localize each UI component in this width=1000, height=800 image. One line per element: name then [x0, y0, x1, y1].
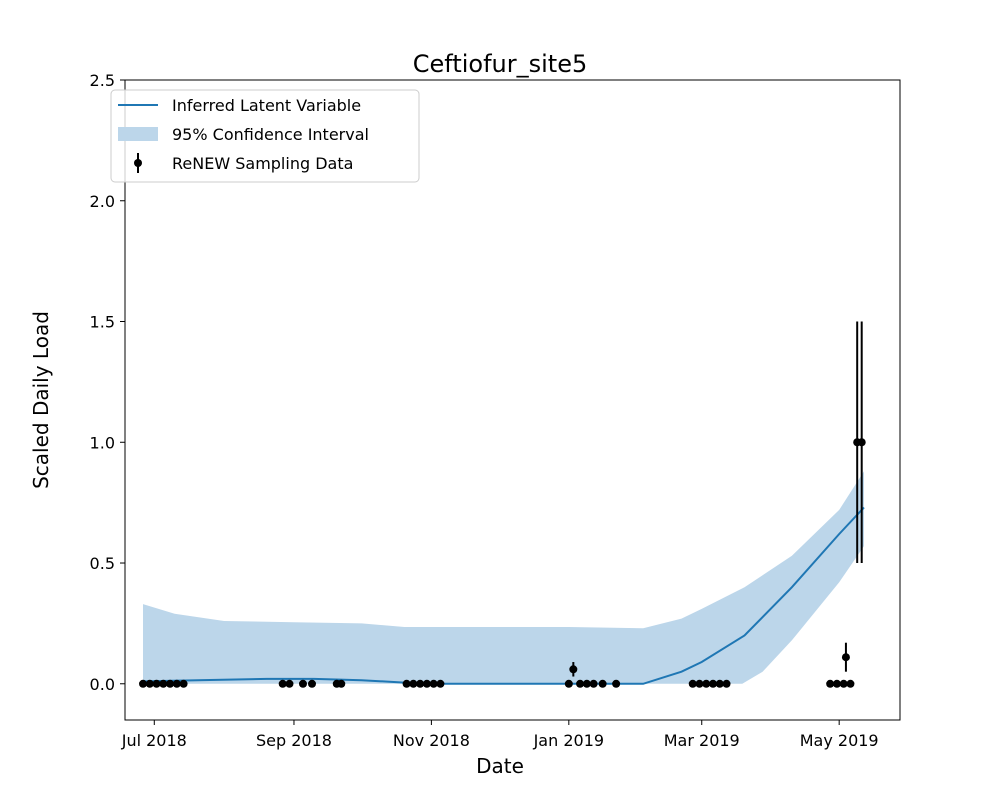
- x-tick-label: Nov 2018: [393, 731, 470, 750]
- sample-point: [832, 679, 841, 688]
- plot-area: [139, 321, 866, 688]
- sample-point: [337, 679, 346, 688]
- sample-point: [839, 679, 848, 688]
- y-tick-label: 0.0: [90, 675, 115, 694]
- sample-point: [702, 679, 711, 688]
- y-tick-label: 1.0: [90, 433, 115, 452]
- sample-point: [576, 679, 585, 688]
- sample-point: [582, 679, 591, 688]
- legend-label-interval: 95% Confidence Interval: [172, 125, 369, 144]
- sample-point: [172, 679, 181, 688]
- x-tick-label: Mar 2019: [664, 731, 740, 750]
- sample-point: [298, 679, 307, 688]
- sample-point: [429, 679, 438, 688]
- sample-point: [152, 679, 161, 688]
- plot-frame: [124, 79, 901, 721]
- sample-point: [598, 679, 607, 688]
- y-tick-label: 0.5: [90, 554, 115, 573]
- sample-point: [688, 679, 697, 688]
- sample-point: [139, 679, 148, 688]
- x-axis: Jul 2018 Sep 2018 Nov 2018 Jan 2019 Mar 2019…: [121, 720, 879, 750]
- sample-point: [166, 679, 175, 688]
- sample-point: [715, 679, 724, 688]
- legend: Inferred Latent Variable 95% Confidence …: [110, 89, 420, 183]
- y-tick-label: 1.5: [90, 313, 115, 332]
- x-axis-label: Date: [476, 754, 524, 778]
- sample-point: [826, 679, 835, 688]
- sample-point: [695, 679, 704, 688]
- sample-point: [709, 679, 718, 688]
- sample-point: [285, 679, 294, 688]
- y-axis-label: Scaled Daily Load: [29, 311, 53, 489]
- sample-point: [569, 665, 578, 674]
- sample-point: [278, 679, 287, 688]
- x-tick-label: Jul 2018: [121, 731, 187, 750]
- sample-point: [159, 679, 168, 688]
- sample-point: [416, 679, 425, 688]
- sample-point: [857, 438, 866, 447]
- sample-point: [422, 679, 431, 688]
- sample-point: [402, 679, 411, 688]
- sample-point: [409, 679, 418, 688]
- y-tick-label: 2.0: [90, 192, 115, 211]
- chart-title: Ceftiofur_site5: [413, 50, 587, 78]
- x-tick-label: Jan 2019: [533, 731, 604, 750]
- sample-point: [564, 679, 573, 688]
- sample-point: [612, 679, 621, 688]
- legend-label-latent: Inferred Latent Variable: [172, 96, 361, 115]
- sample-point: [841, 653, 850, 662]
- legend-point-swatch: [134, 159, 142, 167]
- x-tick-label: Sep 2018: [256, 731, 332, 750]
- sample-point: [436, 679, 445, 688]
- confidence-band: [143, 471, 864, 684]
- x-tick-label: May 2019: [800, 731, 879, 750]
- sample-point: [145, 679, 154, 688]
- sample-point: [179, 679, 188, 688]
- sample-point: [846, 679, 855, 688]
- sample-point: [307, 679, 316, 688]
- sample-point: [722, 679, 731, 688]
- sample-point: [589, 679, 598, 688]
- y-tick-label: 2.5: [90, 71, 115, 90]
- latent-variable-line: [142, 506, 865, 685]
- y-axis: 0.0 0.5 1.0 1.5 2.0 2.5: [90, 71, 125, 694]
- legend-label-sampling: ReNEW Sampling Data: [172, 154, 353, 173]
- legend-box: [110, 89, 420, 183]
- legend-band-swatch: [118, 127, 158, 141]
